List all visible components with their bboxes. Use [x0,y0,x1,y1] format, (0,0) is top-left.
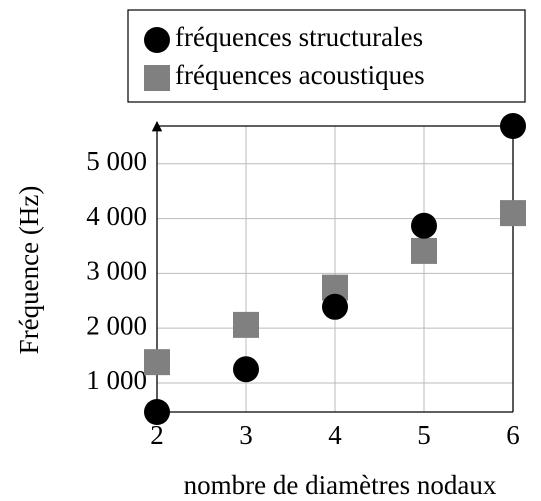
point [322,293,348,320]
point [411,237,437,264]
legend-box [127,9,526,103]
y-tick-label: 1 000 [86,365,147,395]
x-tick-label: 4 [328,420,342,450]
point [500,200,526,227]
point [144,349,170,376]
y-tick-label: 2 000 [86,310,147,340]
legend-marker [144,65,170,91]
x-tick-label: 6 [506,420,520,450]
point [411,212,437,239]
legend-label: fréquences acoustiques [175,60,425,90]
point [233,311,259,338]
x-tick-label: 2 [150,420,164,450]
x-tick-label: 5 [417,420,431,450]
point [144,399,170,425]
legend-marker [144,27,170,53]
point [233,356,259,383]
y-axis-label: Fréquence (Hz) [14,186,44,355]
y-tick-label: 4 000 [86,201,147,231]
x-axis-label: nombre de diamètres nodaux [184,470,497,500]
point [500,113,526,139]
x-tick-label: 3 [239,420,253,450]
y-tick-label: 3 000 [86,256,147,286]
legend-label: fréquences structurales [175,22,423,52]
y-tick-label: 5 000 [86,146,147,176]
